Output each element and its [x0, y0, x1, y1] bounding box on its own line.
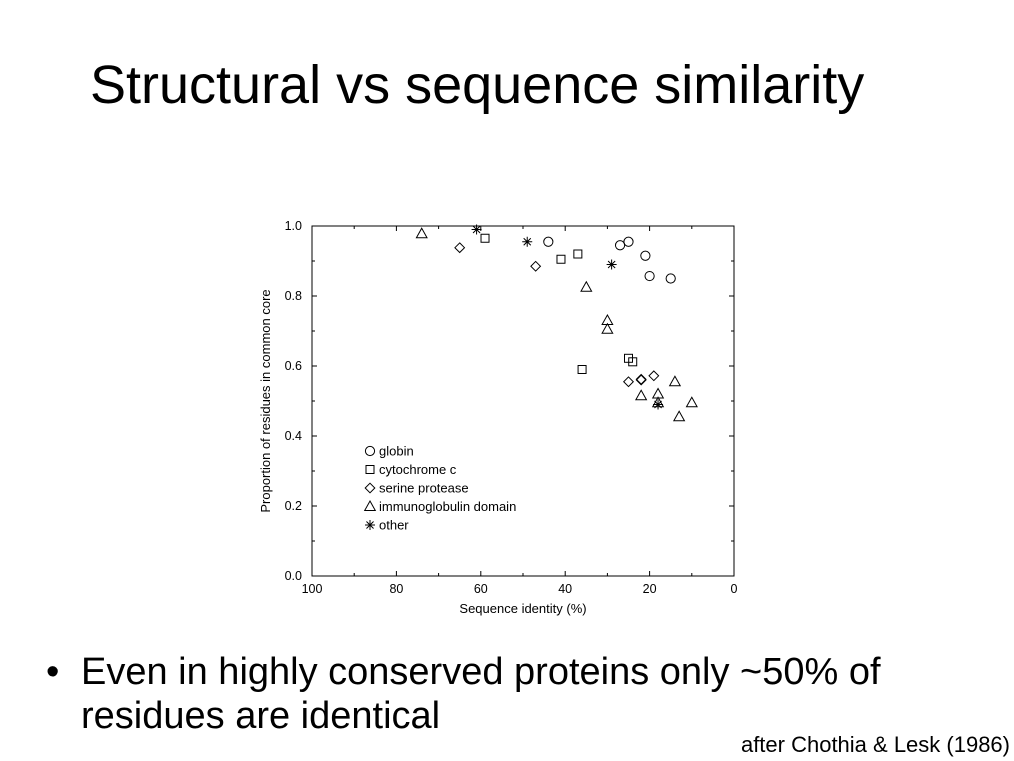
- data-point-square: [628, 357, 638, 367]
- legend-marker-square: [365, 465, 375, 474]
- data-point-square: [556, 254, 566, 264]
- series-square: [480, 233, 638, 374]
- y-axis-label: Proportion of residues in common core: [258, 289, 273, 512]
- data-point-circle: [644, 270, 655, 282]
- data-point-triangle: [668, 375, 682, 387]
- x-tick-label: 20: [643, 582, 657, 596]
- series-star: [471, 224, 664, 410]
- y-tick-label: 0.4: [285, 429, 302, 443]
- data-point-triangle: [685, 396, 698, 408]
- legend-marker-star: [365, 520, 375, 530]
- data-point-star: [606, 259, 617, 270]
- y-tick-label: 0.6: [285, 359, 302, 373]
- data-point-triangle: [635, 389, 648, 401]
- data-point-circle: [614, 240, 626, 251]
- data-point-triangle: [672, 410, 686, 422]
- scatter-chart: 100 80 60 40 20 0 0.0 0.2 0.4 0.6 0.8 1.0 Sequence i…: [258, 219, 738, 616]
- data-point-diamond: [530, 260, 542, 272]
- bullet-text: Even in highly conserved proteins only ~…: [81, 651, 881, 737]
- plot-frame: [311, 225, 735, 577]
- data-point-star: [522, 236, 533, 247]
- legend-marker-triangle: [363, 499, 377, 511]
- legend-marker-circle: [364, 445, 376, 457]
- data-point-triangle: [601, 322, 614, 334]
- data-point-square: [480, 233, 490, 243]
- legend: globin cytochrome c serine protease immunog…: [363, 444, 516, 533]
- legend-label: cytochrome c: [379, 462, 457, 477]
- legend-label: immunoglobulin domain: [379, 499, 516, 514]
- data-point-diamond: [454, 242, 466, 254]
- data-point-diamond: [635, 374, 647, 386]
- series-diamond: [454, 242, 660, 388]
- data-point-circle: [665, 273, 676, 284]
- data-point-triangle: [415, 227, 428, 239]
- legend-label: other: [379, 518, 409, 533]
- data-point-diamond: [648, 370, 660, 382]
- legend-label: serine protease: [379, 481, 469, 496]
- slide-title: Structural vs sequence similarity: [90, 55, 865, 115]
- data-point-circle: [640, 250, 651, 261]
- series-circle: [543, 236, 676, 284]
- data-point-diamond: [635, 373, 647, 385]
- x-axis-label: Sequence identity (%): [459, 601, 586, 616]
- x-tick-label: 100: [302, 582, 323, 596]
- data-point-triangle: [580, 280, 593, 292]
- x-tick-label: 60: [474, 582, 488, 596]
- x-tick-label: 80: [389, 582, 403, 596]
- x-tick-label: 40: [558, 582, 572, 596]
- citation: after Chothia & Lesk (1986): [740, 732, 1010, 757]
- legend-label: globin: [379, 444, 414, 459]
- data-point-star: [471, 224, 482, 235]
- data-point-diamond: [622, 376, 635, 388]
- y-tick-label: 1.0: [285, 219, 302, 233]
- data-point-circle: [623, 236, 634, 247]
- data-point-circle: [543, 236, 554, 247]
- data-point-star: [653, 399, 664, 410]
- x-tick-label: 0: [731, 582, 738, 596]
- data-point-square: [577, 365, 587, 374]
- y-tick-label: 0.8: [285, 289, 302, 303]
- legend-marker-diamond: [364, 482, 376, 494]
- bullet-icon: •: [46, 651, 60, 693]
- data-point-square: [573, 249, 583, 259]
- y-tick-label: 0.0: [285, 569, 302, 583]
- y-tick-label: 0.2: [285, 499, 302, 513]
